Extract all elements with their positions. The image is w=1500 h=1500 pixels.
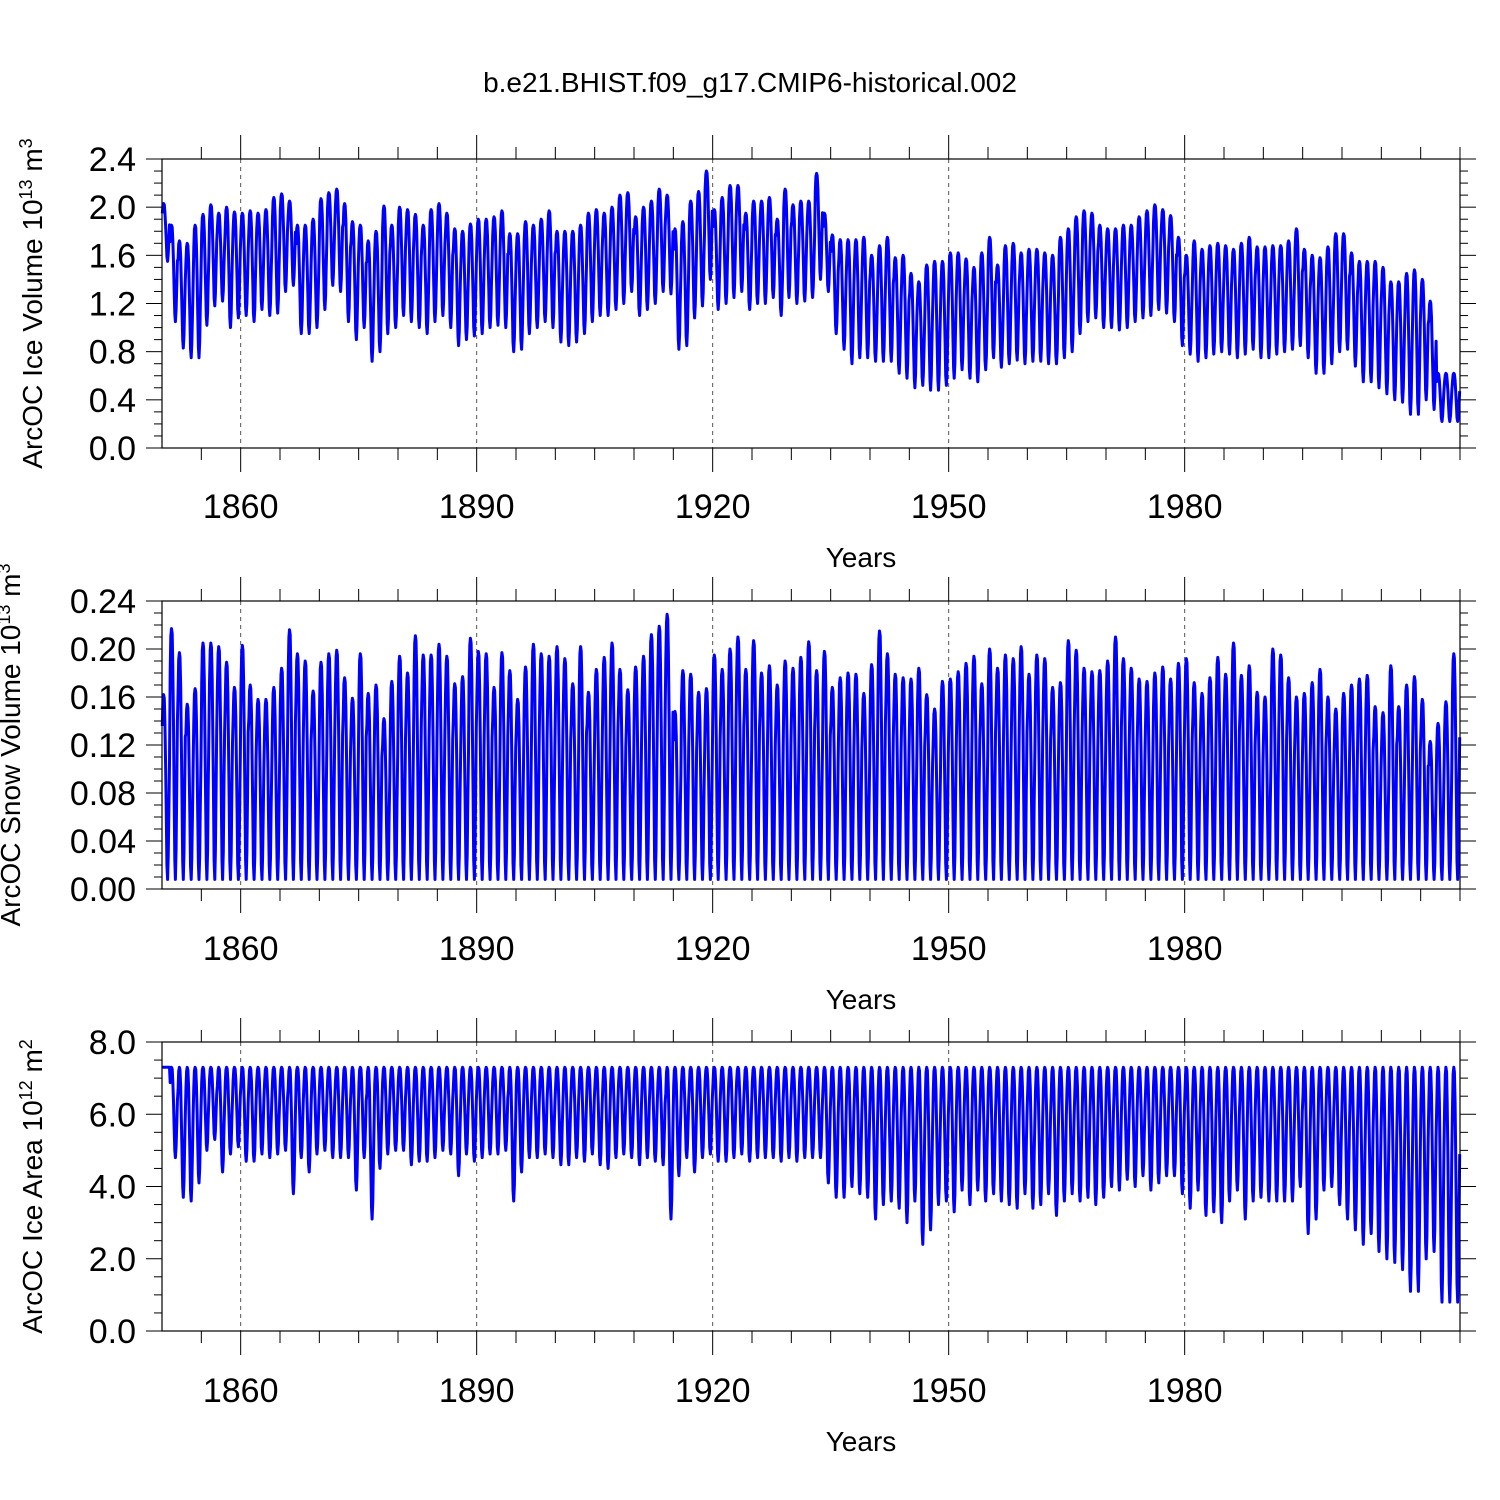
snow-volume-x-axis-title: Years xyxy=(826,984,897,1015)
snow-volume-x-tick-label: 1980 xyxy=(1147,930,1223,968)
ice-volume-y-tick-label: 1.6 xyxy=(89,237,136,275)
ice-volume-y-tick-label: 0.0 xyxy=(89,430,136,468)
ice-area-y-axis-title: ArcOC Ice Area 1012 m2 xyxy=(16,1039,48,1334)
ice-volume-x-tick-label: 1860 xyxy=(203,488,279,526)
ice-area-y-tick-label: 2.0 xyxy=(89,1241,136,1279)
ice-area-x-tick-label: 1950 xyxy=(911,1372,987,1410)
ice-volume-y-axis-title: ArcOC Ice Volume 1013 m3 xyxy=(16,138,48,468)
snow-volume-y-tick-label: 0.12 xyxy=(70,727,136,765)
ice-volume-series-line xyxy=(160,169,1462,423)
ice-volume-x-tick-label: 1950 xyxy=(911,488,987,526)
ice-volume-panel: 1860 1890 1920 1950 1980 0.0 0.4 0.8 1.2 1.6 2.0 2.… xyxy=(16,135,1476,573)
ice-volume-y-tick-label: 0.4 xyxy=(89,382,136,420)
ice-area-x-tick-label: 1920 xyxy=(675,1372,751,1410)
ice-area-x-tick-label: 1890 xyxy=(439,1372,515,1410)
snow-volume-y-axis-title: ArcOC Snow Volume 1013 m3 xyxy=(0,563,26,926)
snow-volume-x-tick-label: 1860 xyxy=(203,930,279,968)
snow-volume-x-tick-label: 1950 xyxy=(911,930,987,968)
ice-volume-x-tick-label: 1890 xyxy=(439,488,515,526)
ice-volume-x-tick-label: 1980 xyxy=(1147,488,1223,526)
snow-volume-x-tick-label: 1920 xyxy=(675,930,751,968)
ice-area-y-tick-label: 6.0 xyxy=(89,1096,136,1134)
snow-volume-series-line xyxy=(160,612,1462,881)
ice-volume-y-tick-label: 1.2 xyxy=(89,286,136,324)
snow-volume-y-tick-label: 0.20 xyxy=(70,631,136,669)
ice-volume-y-tick-label: 0.8 xyxy=(89,334,136,372)
figure-title: b.e21.BHIST.f09_g17.CMIP6-historical.002 xyxy=(483,67,1017,98)
ice-area-x-tick-label: 1860 xyxy=(203,1372,279,1410)
ice-area-y-tick-label: 4.0 xyxy=(89,1169,136,1207)
ice-area-series-line xyxy=(161,1065,1462,1304)
snow-volume-y-tick-label: 0.24 xyxy=(70,583,136,621)
snow-volume-panel: 1860 1890 1920 1950 1980 0.00 0.04 0.08 0.12 0.16… xyxy=(0,563,1476,1015)
snow-volume-y-tick-label: 0.16 xyxy=(70,679,136,717)
ice-area-y-tick-label: 0.0 xyxy=(89,1313,136,1351)
snow-volume-y-tick-label: 0.08 xyxy=(70,775,136,813)
snow-volume-x-tick-label: 1890 xyxy=(439,930,515,968)
ice-volume-x-axis-title: Years xyxy=(826,542,897,573)
ice-area-x-axis-title: Years xyxy=(826,1426,897,1457)
ice-area-y-tick-label: 8.0 xyxy=(89,1024,136,1062)
ice-volume-x-tick-label: 1920 xyxy=(675,488,751,526)
ice-volume-y-tick-label: 2.0 xyxy=(89,189,136,227)
ice-area-x-tick-label: 1980 xyxy=(1147,1372,1223,1410)
ice-area-panel: 1860 1890 1920 1950 1980 0.0 2.0 4.0 6.0 8.0 Year… xyxy=(16,1018,1476,1457)
snow-volume-y-tick-label: 0.00 xyxy=(70,871,136,909)
ice-volume-y-tick-label: 2.4 xyxy=(89,141,136,179)
snow-volume-y-tick-label: 0.04 xyxy=(70,823,136,861)
